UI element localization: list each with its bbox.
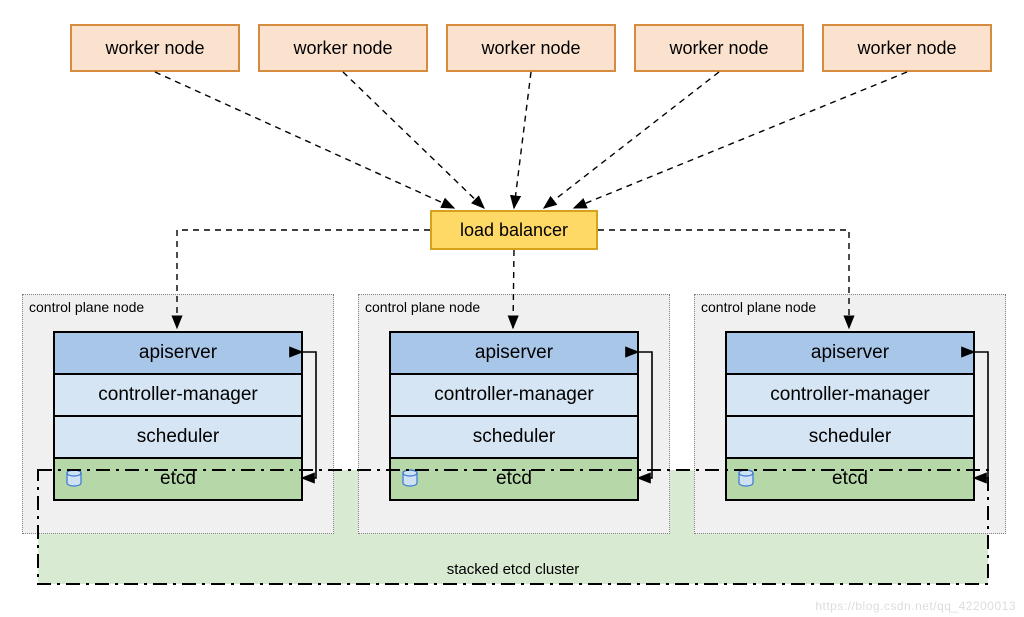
controller-manager-box: controller-manager bbox=[389, 373, 639, 417]
worker-node-box: worker node bbox=[446, 24, 616, 72]
load-balancer-label: load balancer bbox=[460, 220, 568, 241]
apiserver-label: apiserver bbox=[811, 342, 889, 364]
controller-manager-label: controller-manager bbox=[434, 384, 593, 406]
worker-node-box: worker node bbox=[258, 24, 428, 72]
database-icon bbox=[737, 469, 755, 489]
scheduler-box: scheduler bbox=[725, 415, 975, 459]
apiserver-box: apiserver bbox=[389, 331, 639, 375]
etcd-box: etcd bbox=[389, 457, 639, 501]
control-plane-label: control plane node bbox=[365, 299, 480, 315]
scheduler-label: scheduler bbox=[473, 426, 555, 448]
database-icon bbox=[401, 469, 419, 489]
component-stack: apiserver controller-manager scheduler e… bbox=[725, 331, 975, 501]
scheduler-label: scheduler bbox=[137, 426, 219, 448]
apiserver-label: apiserver bbox=[475, 342, 553, 364]
worker-node-box: worker node bbox=[822, 24, 992, 72]
control-plane-container: control plane node apiserver controller-… bbox=[22, 294, 334, 534]
control-plane-container: control plane node apiserver controller-… bbox=[358, 294, 670, 534]
component-stack: apiserver controller-manager scheduler e… bbox=[53, 331, 303, 501]
worker-node-box: worker node bbox=[634, 24, 804, 72]
scheduler-box: scheduler bbox=[389, 415, 639, 459]
etcd-box: etcd bbox=[53, 457, 303, 501]
control-plane-label: control plane node bbox=[701, 299, 816, 315]
component-stack: apiserver controller-manager scheduler e… bbox=[389, 331, 639, 501]
apiserver-box: apiserver bbox=[725, 331, 975, 375]
watermark-text: https://blog.csdn.net/qq_42200013 bbox=[815, 599, 1016, 613]
etcd-label: etcd bbox=[832, 468, 868, 490]
controller-manager-box: controller-manager bbox=[53, 373, 303, 417]
worker-node-label: worker node bbox=[857, 38, 956, 59]
load-balancer-box: load balancer bbox=[430, 210, 598, 250]
controller-manager-label: controller-manager bbox=[98, 384, 257, 406]
control-plane-container: control plane node apiserver controller-… bbox=[694, 294, 1006, 534]
etcd-box: etcd bbox=[725, 457, 975, 501]
scheduler-label: scheduler bbox=[809, 426, 891, 448]
worker-node-label: worker node bbox=[669, 38, 768, 59]
scheduler-box: scheduler bbox=[53, 415, 303, 459]
worker-node-label: worker node bbox=[293, 38, 392, 59]
controller-manager-box: controller-manager bbox=[725, 373, 975, 417]
etcd-label: etcd bbox=[160, 468, 196, 490]
etcd-cluster-label: stacked etcd cluster bbox=[38, 561, 988, 578]
worker-node-label: worker node bbox=[481, 38, 580, 59]
worker-node-label: worker node bbox=[105, 38, 204, 59]
worker-node-box: worker node bbox=[70, 24, 240, 72]
database-icon bbox=[65, 469, 83, 489]
etcd-label: etcd bbox=[496, 468, 532, 490]
apiserver-box: apiserver bbox=[53, 331, 303, 375]
controller-manager-label: controller-manager bbox=[770, 384, 929, 406]
control-plane-label: control plane node bbox=[29, 299, 144, 315]
apiserver-label: apiserver bbox=[139, 342, 217, 364]
